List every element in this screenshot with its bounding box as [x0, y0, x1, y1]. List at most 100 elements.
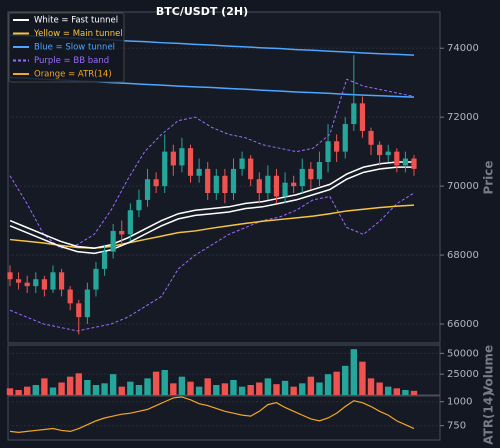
candle-body: [33, 279, 39, 287]
candle-body: [144, 179, 151, 200]
y-tick-label: 74000: [447, 43, 479, 54]
overlay-line: [9, 161, 414, 249]
volume-bar: [359, 361, 366, 395]
candle-body: [230, 168, 237, 194]
candle-body: [7, 272, 13, 280]
legend: White = Fast tunnel Yellow = Main tunnel B…: [8, 12, 125, 83]
overlay-line: [9, 192, 415, 332]
y-tick-label: 750: [447, 421, 466, 432]
volume-bar: [333, 371, 340, 395]
candle-body: [308, 168, 314, 180]
volume-bar: [6, 388, 14, 395]
volume-bar: [264, 378, 272, 395]
candle-body: [119, 230, 125, 235]
overlay-line: [9, 204, 415, 249]
candle-body: [170, 151, 176, 166]
overlay-line: [9, 78, 415, 249]
candle-body: [351, 103, 357, 125]
volume-bar: [23, 386, 31, 395]
y-axis-label: Volume: [482, 345, 496, 395]
candle-body: [411, 158, 417, 169]
volume-bar: [316, 382, 323, 395]
candle-body: [110, 230, 116, 252]
candle-body: [342, 124, 348, 152]
volume-bar: [41, 378, 48, 395]
candle-body: [196, 168, 202, 176]
candle-body: [187, 148, 194, 176]
volume-bar: [230, 380, 237, 395]
candle-body: [394, 151, 400, 166]
y-tick-label: 72000: [447, 112, 479, 123]
volume-bar: [15, 390, 22, 395]
candle-body: [136, 199, 142, 211]
legend-label: Purple = BB band: [34, 56, 109, 66]
volume-bar: [273, 384, 280, 395]
candle-body: [15, 279, 22, 283]
y-axis-label: Price: [482, 160, 496, 194]
candle-body: [101, 251, 108, 269]
candle-body: [402, 158, 409, 166]
candle-body: [265, 175, 271, 194]
panel: [7, 395, 441, 441]
volume-bar: [238, 386, 246, 395]
volume-bar: [118, 386, 125, 395]
volume-bar: [170, 383, 177, 395]
volume-bar: [49, 387, 57, 395]
volume-bar: [247, 385, 254, 395]
candle-body: [239, 158, 245, 169]
chart-title: BTC/USDT (2H): [156, 5, 248, 18]
candle-body: [84, 289, 90, 318]
volume-bar: [144, 378, 151, 395]
y-axis-label: ATR(14): [482, 391, 496, 444]
candle-body: [282, 182, 288, 197]
volume-bar: [385, 386, 392, 395]
volume-bar: [367, 378, 375, 395]
candle-body: [67, 289, 73, 304]
volume-bar: [342, 365, 349, 395]
candle-body: [76, 303, 82, 318]
candle-body: [93, 268, 99, 290]
overlay-line: [9, 166, 414, 255]
volume-bar: [410, 390, 418, 395]
candle-body: [179, 148, 185, 166]
atr-line: [9, 396, 415, 433]
candle-body: [256, 179, 262, 194]
candle-body: [50, 272, 56, 290]
candle-body: [24, 282, 30, 287]
candle-body: [58, 272, 65, 290]
y-tick-label: 50000: [447, 348, 479, 359]
volume-bar: [195, 386, 203, 395]
candle-body: [41, 279, 47, 290]
candle-body: [377, 144, 383, 156]
volume-bar: [187, 381, 194, 395]
volume-bar: [299, 383, 306, 395]
volume-bar: [256, 382, 263, 395]
candle-body: [334, 141, 340, 152]
candle-body: [213, 175, 219, 194]
candle-body: [248, 158, 254, 180]
volume-bar: [75, 373, 82, 395]
volume-bar: [307, 376, 315, 395]
legend-box: [8, 12, 125, 83]
candle-body: [291, 182, 297, 187]
legend-label: White = Fast tunnel: [34, 16, 118, 26]
volume-bar: [281, 380, 289, 395]
y-tick-label: 25000: [447, 369, 479, 380]
volume-bar: [350, 349, 358, 395]
legend-label: Blue = Slow tunnel: [34, 43, 115, 53]
legend-label: Orange = ATR(14): [34, 70, 112, 80]
y-tick-label: 1000: [447, 397, 472, 408]
volume-bar: [127, 381, 134, 395]
volume-bar: [324, 374, 332, 395]
candle-body: [162, 151, 168, 187]
volume-bar: [204, 378, 211, 395]
candle-body: [325, 141, 331, 162]
volume-bar: [84, 380, 91, 395]
candle-body: [153, 179, 159, 187]
candle-body: [316, 161, 323, 180]
candle-body: [385, 151, 391, 156]
candle-body: [127, 210, 133, 235]
volume-bar: [290, 386, 297, 395]
legend-label: Yellow = Main tunnel: [33, 29, 123, 39]
